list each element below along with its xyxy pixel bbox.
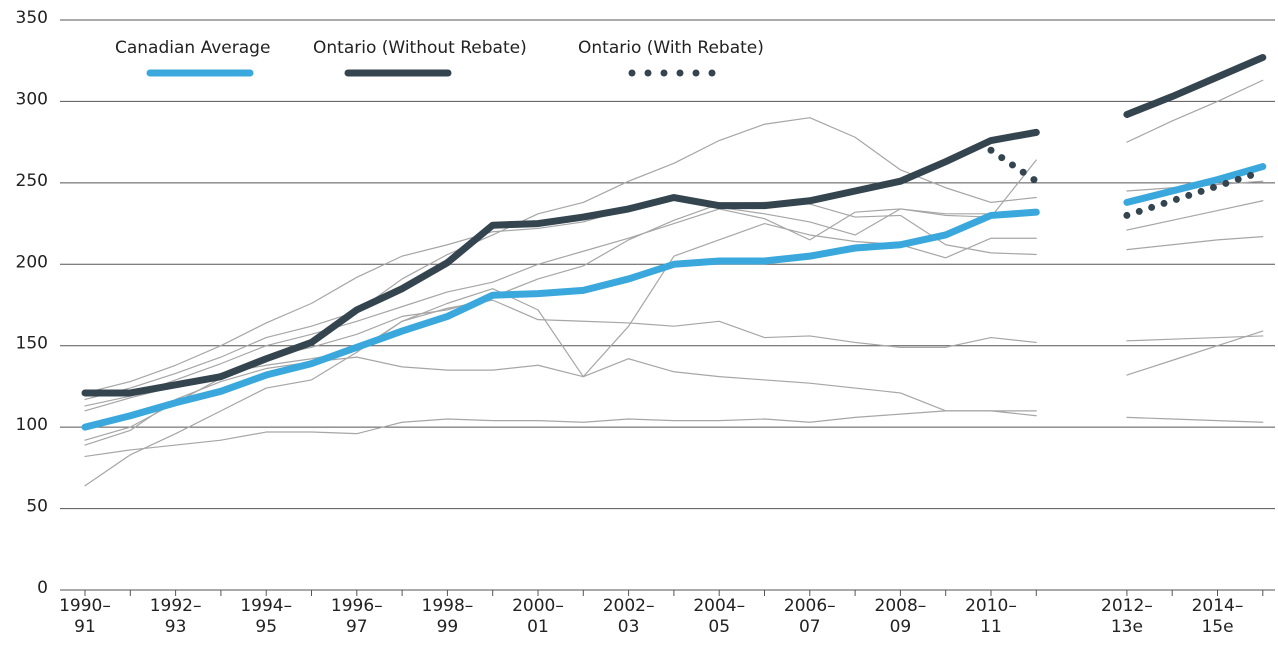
y-tick-label: 150	[16, 334, 48, 354]
x-tick-label: 1994– 95	[240, 596, 292, 637]
series-line	[81, 163, 1267, 431]
x-tick-label: 2004– 05	[693, 596, 745, 637]
province-line	[84, 299, 1264, 412]
y-tick-label: 100	[16, 415, 48, 435]
x-tick-label: 2014– 15e	[1192, 596, 1244, 637]
y-tick-label: 50	[26, 497, 48, 517]
y-tick-label: 300	[16, 89, 48, 109]
province-line	[84, 79, 1264, 401]
x-tick-label: 2000– 01	[512, 596, 564, 637]
y-tick-label: 200	[16, 252, 48, 272]
series-line	[81, 53, 1267, 397]
province-line	[84, 330, 1264, 446]
province-line	[84, 201, 1264, 441]
x-tick-label: 1996– 97	[331, 596, 383, 637]
x-tick-label: 2012– 13e	[1101, 596, 1153, 637]
x-tick-label: 1998– 99	[422, 596, 474, 637]
series-line	[987, 146, 1267, 219]
y-tick-label: 250	[16, 171, 48, 191]
y-tick-label: 0	[37, 578, 48, 598]
y-tick-label: 350	[16, 8, 48, 28]
province-line	[84, 200, 1264, 407]
legend-label: Ontario (With Rebate)	[578, 38, 764, 58]
x-tick-label: 1992– 93	[150, 596, 202, 637]
x-tick-label: 2008– 09	[875, 596, 927, 637]
x-tick-label: 2010– 11	[965, 596, 1017, 637]
x-tick-label: 2002– 03	[603, 596, 655, 637]
x-tick-label: 2006– 07	[784, 596, 836, 637]
province-line	[84, 410, 1264, 458]
legend-label: Ontario (Without Rebate)	[313, 38, 527, 58]
legend-label: Canadian Average	[115, 38, 270, 58]
x-tick-label: 1990– 91	[59, 596, 111, 637]
